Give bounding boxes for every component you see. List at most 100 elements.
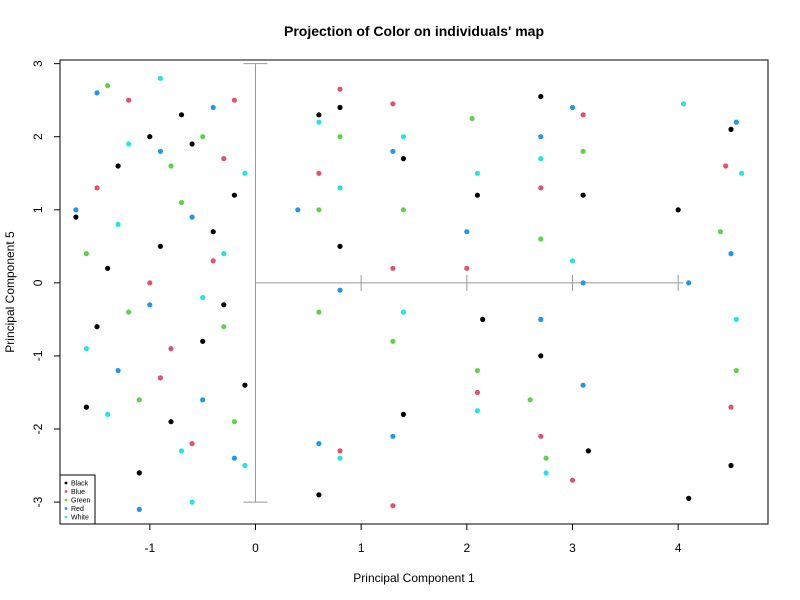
point-red	[580, 280, 586, 286]
legend-label: Green	[71, 498, 91, 505]
point-black	[83, 404, 89, 410]
point-white	[105, 411, 111, 417]
point-white	[200, 294, 206, 301]
point-blue	[337, 448, 343, 454]
y-tick-label: -3	[31, 496, 45, 507]
point-red	[94, 90, 100, 96]
x-axis-label: Principal Component 1	[353, 571, 475, 585]
point-black	[585, 448, 592, 454]
point-red	[115, 368, 121, 374]
point-blue	[474, 389, 480, 396]
y-tick-label: 1	[31, 206, 45, 213]
point-white	[115, 221, 121, 227]
point-red	[538, 134, 544, 140]
y-tick-label: -2	[31, 423, 45, 434]
point-black	[178, 112, 185, 118]
point-blue	[221, 156, 227, 162]
point-black	[337, 104, 343, 111]
point-green	[469, 115, 475, 122]
point-red	[464, 229, 470, 235]
point-blue	[723, 163, 729, 169]
legend-marker	[64, 490, 68, 493]
point-green	[527, 397, 533, 403]
x-tick-label: 1	[358, 541, 365, 555]
point-white	[189, 499, 195, 505]
point-green	[717, 229, 724, 235]
point-white	[543, 470, 549, 476]
point-black	[157, 243, 163, 249]
point-white	[733, 316, 739, 322]
y-axis: -3 -2 -1 0 1 2 3	[31, 60, 60, 507]
point-green	[136, 397, 142, 403]
point-green	[316, 309, 322, 315]
point-blue	[231, 97, 237, 103]
point-white	[221, 251, 227, 257]
point-red	[231, 455, 237, 461]
point-blue	[538, 185, 544, 191]
point-white	[242, 462, 248, 469]
point-green	[126, 309, 132, 315]
point-red	[569, 104, 576, 111]
point-blue	[580, 112, 586, 118]
x-tick-label: 4	[675, 541, 682, 555]
legend-label: Black	[71, 481, 89, 488]
point-black	[538, 353, 544, 359]
point-black	[316, 492, 322, 498]
point-white	[316, 119, 322, 125]
point-blue	[94, 185, 100, 191]
point-black	[168, 419, 174, 425]
x-tick-label: 3	[569, 541, 576, 555]
point-red	[157, 148, 163, 154]
point-black	[538, 93, 544, 100]
point-blue	[168, 346, 174, 352]
point-red	[147, 302, 153, 308]
point-blue	[316, 170, 322, 176]
point-white	[178, 448, 185, 454]
point-black	[115, 163, 121, 169]
point-red	[538, 316, 544, 322]
point-white	[739, 170, 745, 176]
point-green	[390, 338, 396, 344]
point-black	[400, 156, 406, 162]
point-white	[242, 170, 248, 176]
legend-label: White	[71, 515, 89, 522]
point-black	[728, 126, 734, 132]
point-blue	[538, 433, 544, 439]
point-black	[474, 192, 480, 198]
point-black	[686, 495, 692, 501]
point-red	[189, 214, 195, 220]
point-blue	[147, 280, 153, 286]
point-red	[580, 382, 586, 388]
point-blue	[569, 477, 576, 483]
point-red	[73, 207, 79, 213]
point-blue	[210, 258, 216, 264]
point-red	[728, 251, 734, 257]
y-tick-label: 0	[31, 279, 45, 286]
point-red	[200, 397, 206, 403]
point-green	[200, 134, 206, 140]
point-green	[400, 207, 406, 213]
x-axis: -1 0 1 2 3 4	[144, 524, 682, 555]
point-blue	[337, 86, 343, 92]
point-black	[94, 324, 100, 330]
point-black	[675, 207, 681, 213]
point-black	[242, 382, 248, 388]
point-red	[686, 280, 692, 286]
x-tick-label: -1	[144, 541, 155, 555]
point-green	[105, 83, 111, 89]
point-green	[337, 134, 343, 140]
point-red	[390, 433, 396, 439]
point-black	[221, 302, 227, 308]
point-black	[73, 214, 79, 220]
point-black	[136, 470, 142, 476]
point-green	[538, 236, 544, 242]
point-green	[543, 455, 549, 461]
point-red	[316, 441, 322, 447]
point-green	[231, 419, 237, 425]
y-axis-label: Principal Component 5	[3, 231, 17, 353]
origin-crosshair	[243, 63, 684, 503]
point-green	[83, 251, 89, 257]
y-tick-label: 2	[31, 133, 45, 140]
